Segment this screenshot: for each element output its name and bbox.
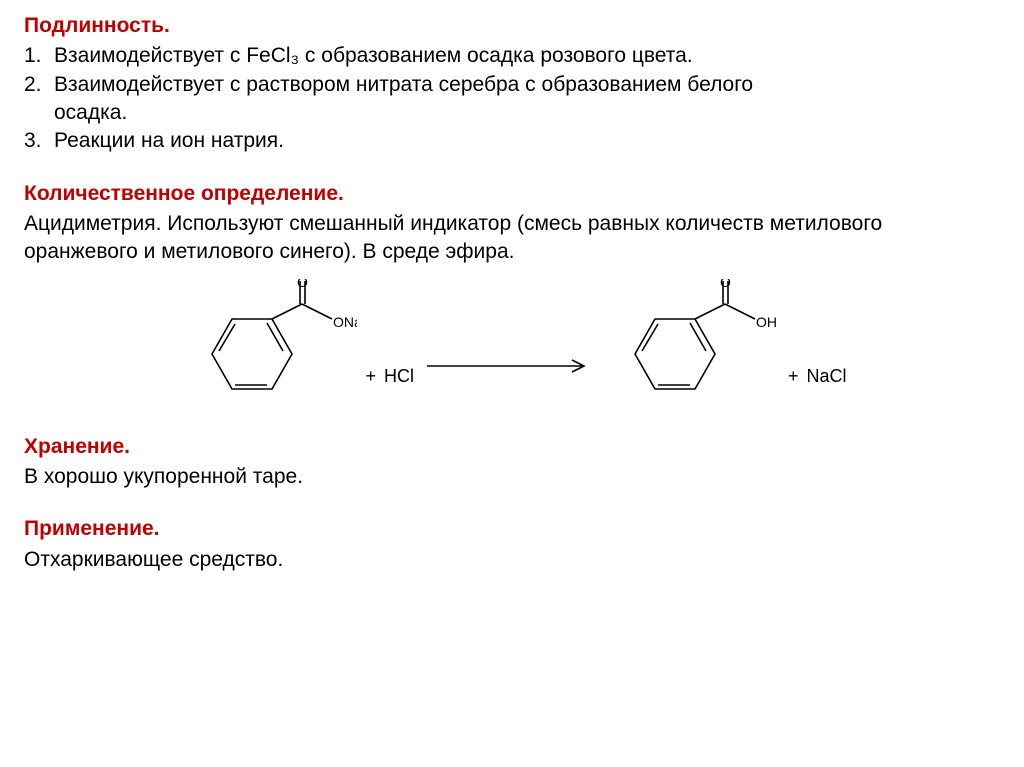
list-number: 2. bbox=[24, 71, 48, 99]
svg-text:O: O bbox=[297, 279, 308, 290]
quantitative-text: Ацидиметрия. Используют смешанный индика… bbox=[24, 210, 1000, 267]
molecule-svg: O OH bbox=[600, 279, 780, 409]
benzoic-acid-structure: O OH bbox=[600, 279, 780, 409]
list-text: Взаимодействует с FеCl₃ с образованием о… bbox=[54, 42, 693, 70]
reaction-arrow-icon bbox=[422, 356, 592, 408]
reactant-label: ONa bbox=[333, 314, 357, 330]
svg-text:O: O bbox=[720, 279, 731, 290]
usage-text: Отхаркивающее средство. bbox=[24, 546, 1000, 574]
plus-sign: + bbox=[788, 364, 799, 408]
quantitative-heading: Количественное определение. bbox=[24, 180, 1000, 208]
product-label: OH bbox=[756, 314, 777, 330]
authenticity-list: 1. Взаимодействует с FеCl₃ с образование… bbox=[24, 42, 1000, 155]
storage-heading: Хранение. bbox=[24, 433, 1000, 461]
authenticity-heading: Подлинность. bbox=[24, 12, 1000, 40]
reaction-equation: O ONa + HCl O OH + NaCl bbox=[24, 279, 1000, 409]
list-item: 1. Взаимодействует с FеCl₃ с образование… bbox=[24, 42, 1000, 70]
usage-heading: Применение. bbox=[24, 515, 1000, 543]
plus-sign: + bbox=[365, 364, 376, 408]
nacl-formula: NaCl bbox=[807, 364, 847, 408]
list-continuation: осадка. bbox=[54, 99, 1000, 127]
list-number: 3. bbox=[24, 127, 48, 155]
list-text: Взаимодействует с раствором нитрата сере… bbox=[54, 71, 753, 99]
list-text: Реакции на ион натрия. bbox=[54, 127, 284, 155]
list-number: 1. bbox=[24, 42, 48, 70]
sodium-benzoate-structure: O ONa bbox=[177, 279, 357, 409]
molecule-svg: O ONa bbox=[177, 279, 357, 409]
list-item: 3. Реакции на ион натрия. bbox=[24, 127, 1000, 155]
storage-text: В хорошо укупоренной таре. bbox=[24, 463, 1000, 491]
hcl-formula: HCl bbox=[384, 364, 414, 408]
list-item: 2. Взаимодействует с раствором нитрата с… bbox=[24, 71, 1000, 99]
